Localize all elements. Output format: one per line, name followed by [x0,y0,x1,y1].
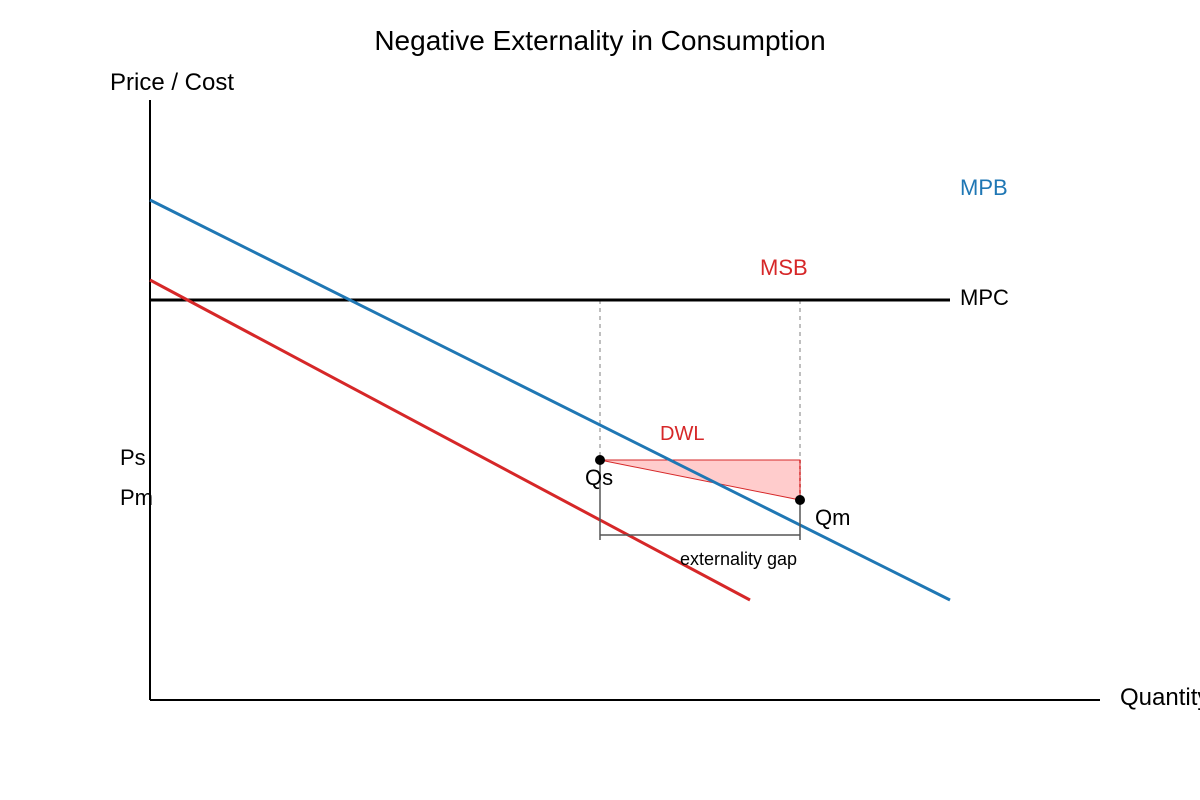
dwl-triangle [599,459,801,501]
msb-label: MSB [760,255,808,280]
social-optimum-point [595,455,605,465]
dwl-label: DWL [660,423,704,445]
mpc-label: MPC [960,285,1009,310]
qm-label: Qm [815,505,850,530]
ps-label: Ps [120,445,146,470]
diagram-title: Negative Externality in Consumption [374,25,825,56]
mpb-label: MPB [960,175,1008,200]
mpb-line [149,198,951,602]
qs-label: Qs [585,465,613,490]
market-equilibrium-point [795,495,805,505]
pm-label: Pm [120,485,153,510]
gap-label: externality gap [680,549,797,569]
x-axis-label: Quantity [1120,684,1200,711]
y-axis-label: Price / Cost [110,69,234,96]
msb-line [149,278,751,602]
